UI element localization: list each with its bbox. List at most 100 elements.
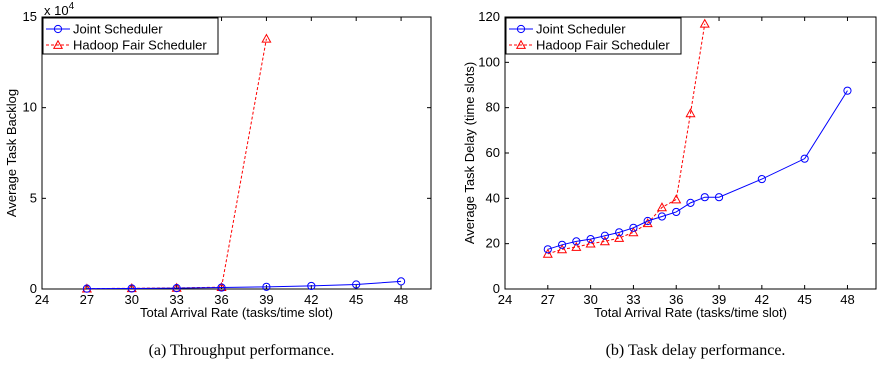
data-point — [714, 193, 724, 202]
y-tick-label: 100 — [478, 54, 500, 69]
y-tick-label: 80 — [486, 100, 500, 115]
legend-label: Hadoop Fair Scheduler — [536, 38, 670, 53]
series-hadoop-fair-scheduler — [81, 33, 272, 293]
data-point — [127, 284, 136, 293]
series-line — [547, 23, 706, 255]
legend-box — [505, 17, 682, 55]
x-tick-label: 30 — [125, 292, 139, 307]
data-point — [307, 281, 316, 291]
data-point — [396, 277, 406, 286]
data-point — [543, 245, 552, 254]
x-tick-label: 42 — [304, 292, 318, 307]
data-point — [216, 281, 227, 292]
y-axis: 0 5 10 15 — [23, 9, 431, 296]
data-point — [615, 228, 624, 237]
y-tick-label: 0 — [30, 281, 37, 296]
legend-label: Joint Scheduler — [536, 22, 626, 37]
y-axis-label: Average Task Delay (time slots) — [462, 62, 477, 244]
data-point — [172, 283, 181, 293]
y-axis-label: Average Task Backlog — [4, 89, 19, 217]
data-point — [515, 39, 527, 49]
y-axis: 0 20 40 60 80 100 120 — [478, 9, 876, 296]
data-point — [643, 216, 652, 226]
data-point — [614, 232, 625, 242]
data-point — [557, 240, 567, 249]
data-point — [600, 231, 609, 240]
series-joint-scheduler — [82, 277, 406, 293]
data-point — [572, 237, 581, 246]
y-tick-label: 10 — [23, 100, 37, 115]
series-line — [86, 280, 402, 290]
x-axis-label: Total Arrival Rate (tasks/time slot) — [140, 305, 333, 320]
x-axis: 24 27 30 33 36 39 42 45 48 — [498, 17, 855, 307]
data-point — [542, 248, 553, 258]
data-point — [586, 235, 595, 244]
legend-box — [42, 17, 219, 55]
data-point — [571, 241, 582, 251]
x-tick-label: 48 — [840, 292, 854, 307]
data-point — [685, 108, 696, 118]
data-point — [217, 283, 226, 292]
y-tick-label: 5 — [30, 190, 37, 205]
data-point — [82, 284, 91, 293]
legend-label: Hadoop Fair Scheduler — [73, 38, 207, 53]
series-line — [547, 90, 848, 250]
x-tick-label: 36 — [214, 292, 228, 307]
y-tick-label: 20 — [486, 236, 500, 251]
data-point — [699, 18, 710, 28]
data-point — [53, 24, 63, 34]
data-point — [800, 154, 809, 163]
x-tick-label: 24 — [498, 292, 512, 307]
series-group — [81, 33, 406, 293]
y-tick-label: 0 — [493, 281, 500, 296]
x-tick-label: 39 — [712, 292, 726, 307]
legend-label: Joint Scheduler — [73, 22, 163, 37]
data-point — [52, 39, 64, 49]
data-point — [599, 236, 610, 246]
x-tick-label: 24 — [35, 292, 49, 307]
x-axis: 24 27 30 33 36 39 42 45 48 — [35, 17, 408, 307]
data-point — [557, 244, 568, 254]
y-tick-label: 15 — [23, 9, 37, 24]
chart-throughput: 24 27 30 33 36 39 42 45 48 0 5 10 15 x 104 Total Ar… — [4, 1, 432, 359]
x-tick-label: 42 — [755, 292, 769, 307]
series-group — [542, 18, 852, 258]
x-tick-label: 39 — [259, 292, 273, 307]
data-point — [628, 227, 639, 237]
data-point — [657, 212, 667, 221]
data-point — [642, 218, 653, 228]
x-tick-label: 36 — [669, 292, 683, 307]
x-tick-label: 33 — [626, 292, 640, 307]
caption: (a) Throughput performance. — [149, 342, 335, 359]
x-tick-label: 27 — [80, 292, 94, 307]
y-tick-label: 60 — [486, 145, 500, 160]
data-point — [261, 33, 272, 43]
x-axis-label: Total Arrival Rate (tasks/time slot) — [594, 305, 787, 320]
plot-area — [41, 16, 432, 290]
series-hadoop-fair-scheduler — [542, 18, 710, 258]
data-point — [700, 193, 709, 202]
data-point — [671, 194, 682, 204]
y-tick-label: 40 — [486, 190, 500, 205]
data-point — [516, 24, 526, 34]
x-tick-label: 33 — [169, 292, 183, 307]
data-point — [672, 207, 681, 217]
caption: (b) Task delay performance. — [606, 342, 786, 359]
data-point — [656, 202, 668, 212]
data-point — [262, 282, 271, 291]
data-point — [757, 174, 766, 184]
data-point — [585, 238, 596, 248]
x-tick-label: 30 — [583, 292, 597, 307]
data-point — [843, 86, 852, 95]
chart-delay: 24 27 30 33 36 39 42 45 48 0 20 40 60 80 100 120 Total… — [462, 9, 877, 359]
x-tick-label: 45 — [349, 292, 363, 307]
x-tick-label: 48 — [394, 292, 408, 307]
x-tick-label: 27 — [541, 292, 555, 307]
series-joint-scheduler — [543, 86, 852, 254]
data-point — [352, 280, 361, 289]
y-axis-multiplier: x 104 — [44, 1, 75, 18]
series-line — [86, 38, 267, 290]
